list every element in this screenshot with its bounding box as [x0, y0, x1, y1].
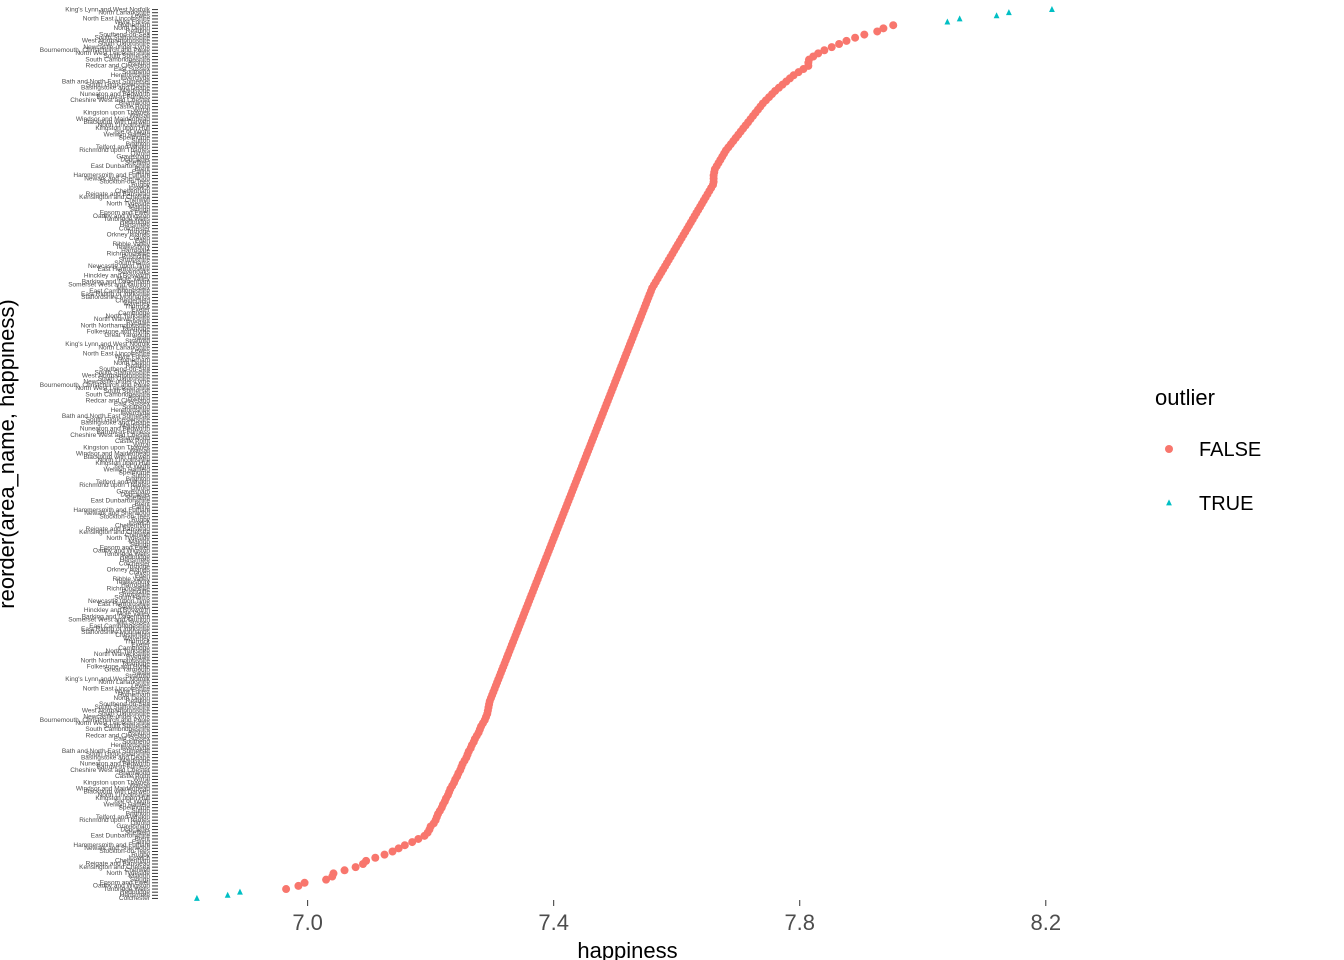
legend-key-circle	[1165, 445, 1173, 453]
y-axis-title: reorder(area_name, happiness)	[0, 299, 19, 608]
points	[194, 6, 1055, 901]
legend-label: TRUE	[1199, 493, 1253, 515]
x-axis-title: happiness	[577, 938, 677, 960]
legend-title: outlier	[1155, 385, 1215, 410]
x-tick-label: 8.2	[1030, 910, 1061, 935]
x-tick-label: 7.8	[784, 910, 815, 935]
x-tick-label: 7.4	[538, 910, 569, 935]
x-tick-label: 7.0	[292, 910, 323, 935]
scatter-chart: 7.07.47.88.2happinessColchesterHertsmere…	[0, 0, 1344, 960]
y-tick-label: King's Lynn and West Norfolk	[65, 6, 150, 13]
legend-label: FALSE	[1199, 439, 1261, 461]
